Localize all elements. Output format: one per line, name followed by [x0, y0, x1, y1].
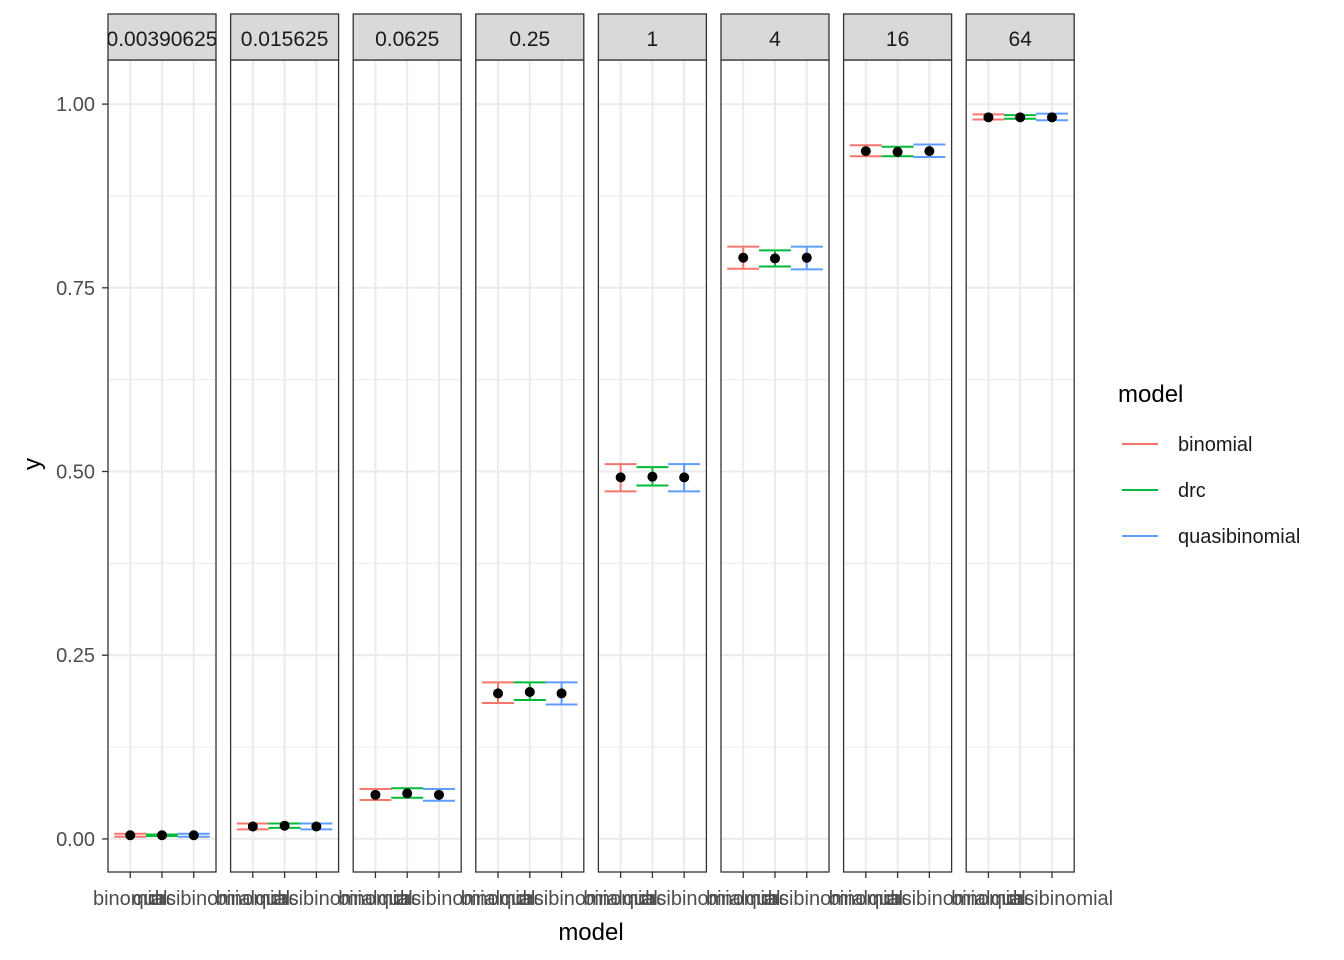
y-tick-label: 0.50 — [56, 462, 95, 484]
y-tick-label: 1.00 — [56, 94, 95, 116]
data-point — [679, 472, 690, 483]
legend: model binomial drc quasibinomial — [1118, 381, 1300, 548]
x-axis-title: model — [558, 919, 623, 946]
facet-strip-label: 0.0625 — [375, 28, 439, 51]
x-tick-label: quasibinomial — [623, 888, 745, 910]
facet-strip — [475, 13, 585, 61]
x-tick-label: binomial — [93, 888, 167, 910]
data-point — [924, 146, 935, 157]
legend-label: drc — [1178, 480, 1206, 502]
x-tick-label: drc — [1006, 888, 1034, 910]
data-point — [615, 472, 626, 483]
facet-strip-label: 4 — [769, 28, 781, 51]
facet-strip — [229, 13, 340, 61]
x-tick-label: binomial — [583, 888, 657, 910]
x-tick-label: binomial — [461, 888, 535, 910]
facet-strip — [107, 13, 217, 61]
x-tick-label: binomial — [706, 888, 780, 910]
y-tick-label: 0.00 — [56, 829, 95, 851]
legend-entry-quasibinomial: quasibinomial — [1122, 526, 1300, 548]
data-point — [738, 252, 749, 263]
x-tick-label: drc — [148, 888, 176, 910]
x-tick-label: drc — [271, 888, 299, 910]
facet-strip-label: 0.00390625 — [107, 28, 218, 51]
x-tick-label: drc — [761, 888, 789, 910]
x-tick-label: quasibinomial — [868, 888, 990, 910]
x-tick-label: quasibinomial — [746, 888, 868, 910]
legend-label: quasibinomial — [1178, 526, 1300, 548]
facet-strip-label: 0.015625 — [241, 28, 329, 51]
legend-entry-binomial: binomial — [1122, 434, 1252, 456]
data-point — [647, 471, 658, 482]
facet-strip — [720, 13, 830, 61]
x-tick-label: quasibinomial — [133, 888, 255, 910]
x-tick-label: quasibinomial — [378, 888, 500, 910]
data-point — [188, 830, 199, 841]
x-tick-label: drc — [639, 888, 667, 910]
legend-label: binomial — [1178, 434, 1252, 456]
data-point — [1015, 112, 1026, 123]
y-tick-label: 0.75 — [56, 278, 95, 300]
data-point — [524, 686, 535, 697]
facet-strip-label: 64 — [1009, 28, 1033, 51]
data-point — [860, 146, 871, 157]
data-point — [556, 688, 567, 699]
x-tick-label: quasibinomial — [500, 888, 622, 910]
facet-strip-label: 1 — [647, 28, 659, 51]
facet-strip-label: 0.25 — [509, 28, 550, 51]
data-point — [892, 146, 903, 157]
x-tick-label: binomial — [951, 888, 1025, 910]
data-point — [279, 820, 290, 831]
facet-strip — [597, 13, 708, 61]
data-point — [493, 688, 504, 699]
x-tick-label: binomial — [338, 888, 412, 910]
x-tick-label: quasibinomial — [255, 888, 377, 910]
data-point — [1046, 112, 1057, 123]
facet-strip — [352, 13, 462, 61]
data-point — [402, 788, 413, 799]
x-tick-label: quasibinomial — [991, 888, 1113, 910]
data-point — [311, 821, 322, 832]
x-tick-label: drc — [516, 888, 544, 910]
x-tick-label: drc — [393, 888, 421, 910]
data-point — [433, 789, 444, 800]
facet-strip — [965, 13, 1075, 61]
y-axis: 0.00 0.25 0.50 0.75 1.00 — [56, 94, 108, 851]
facet-strip-label: 16 — [886, 28, 909, 51]
x-tick-label: binomial — [216, 888, 290, 910]
legend-entry-drc: drc — [1122, 480, 1206, 502]
data-point — [157, 830, 167, 841]
facet-panels: 0.00390625binomialdrcquasibinomial0.0156… — [93, 13, 1113, 910]
data-point — [770, 253, 780, 264]
data-point — [125, 830, 136, 841]
y-tick-label: 0.25 — [56, 645, 95, 667]
data-point — [370, 789, 381, 800]
x-tick-label: drc — [884, 888, 912, 910]
data-point — [983, 112, 994, 123]
data-point — [247, 821, 258, 832]
x-tick-label: binomial — [829, 888, 903, 910]
legend-title: model — [1118, 381, 1183, 408]
y-axis-title: y — [19, 458, 46, 470]
data-point — [801, 252, 812, 263]
facet-strip — [842, 13, 953, 61]
